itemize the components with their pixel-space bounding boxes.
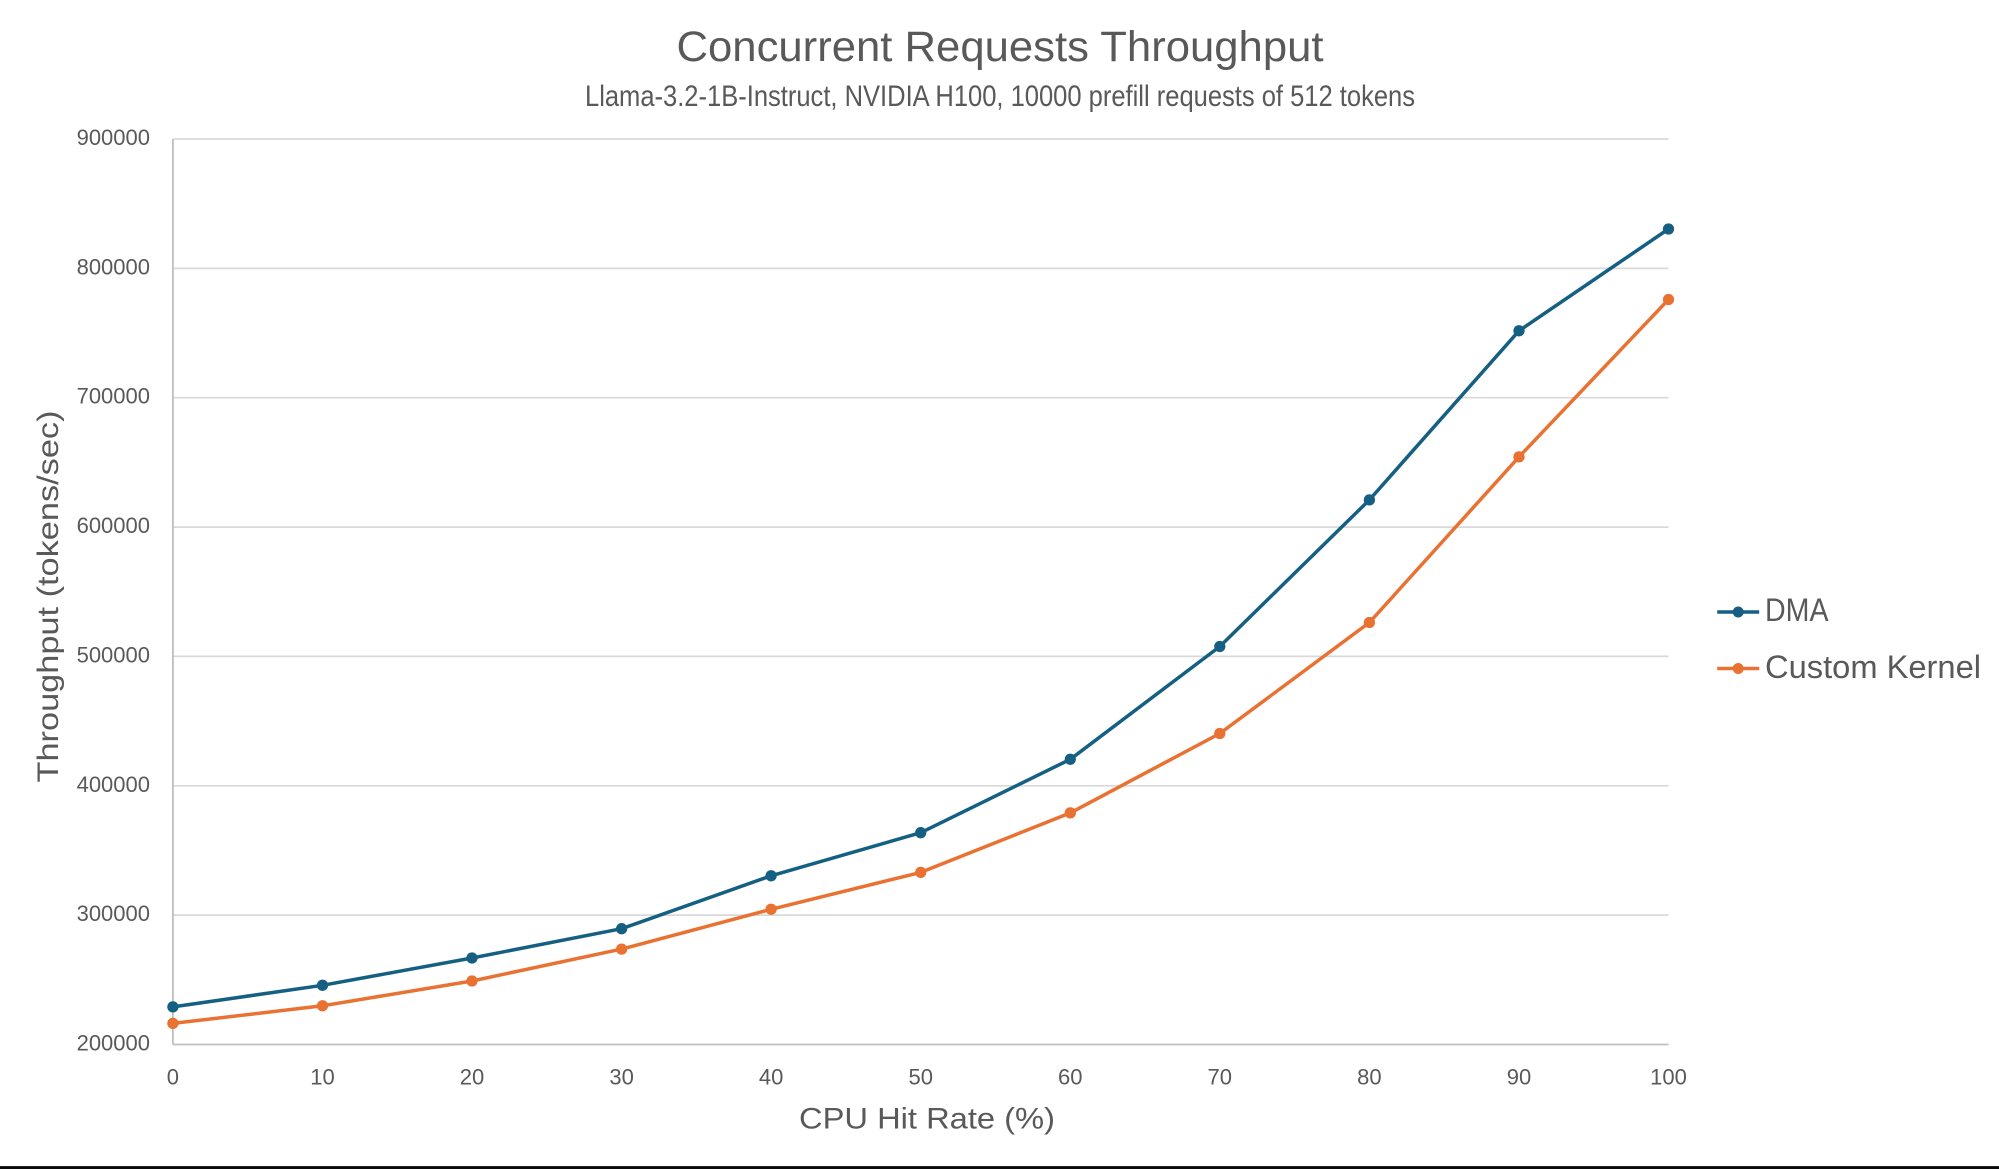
svg-text:20: 20 (460, 1065, 484, 1090)
svg-text:800000: 800000 (77, 254, 150, 279)
svg-text:900000: 900000 (77, 125, 150, 150)
svg-text:200000: 200000 (77, 1031, 150, 1056)
svg-text:40: 40 (759, 1065, 783, 1090)
svg-text:DMA: DMA (1765, 592, 1829, 628)
svg-text:30: 30 (609, 1065, 633, 1090)
svg-text:Concurrent Requests Throughput: Concurrent Requests Throughput (677, 23, 1324, 71)
svg-text:90: 90 (1507, 1065, 1531, 1090)
svg-text:60: 60 (1058, 1065, 1082, 1090)
svg-text:80: 80 (1357, 1065, 1381, 1090)
svg-text:50: 50 (908, 1065, 932, 1090)
svg-text:500000: 500000 (77, 642, 150, 667)
svg-text:Custom Kernel: Custom Kernel (1765, 649, 1981, 685)
svg-text:Llama-3.2-1B-Instruct, NVIDIA: Llama-3.2-1B-Instruct, NVIDIA H100, 1000… (585, 80, 1415, 113)
svg-text:CPU Hit Rate (%): CPU Hit Rate (%) (799, 1103, 1055, 1136)
svg-text:Throughput (tokens/sec): Throughput (tokens/sec) (32, 411, 65, 783)
svg-text:700000: 700000 (77, 384, 150, 409)
svg-text:300000: 300000 (77, 901, 150, 926)
svg-text:100: 100 (1650, 1065, 1687, 1090)
svg-text:10: 10 (310, 1065, 334, 1090)
svg-text:70: 70 (1208, 1065, 1232, 1090)
svg-text:600000: 600000 (77, 513, 150, 538)
svg-text:400000: 400000 (77, 772, 150, 797)
svg-text:0: 0 (167, 1065, 179, 1090)
